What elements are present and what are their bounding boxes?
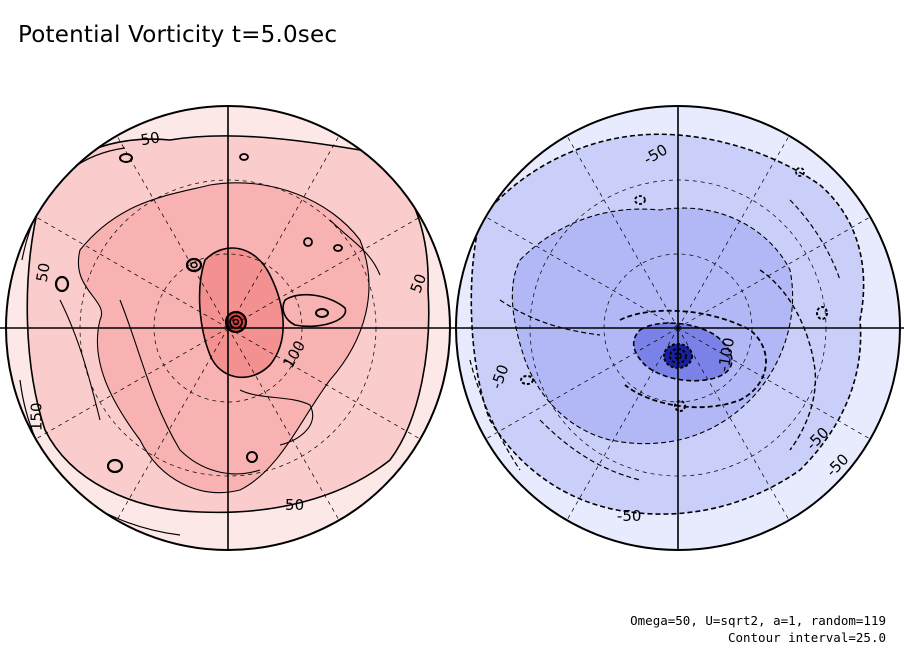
north-contour-label: 50 <box>407 271 430 295</box>
parameters-text: Omega=50, U=sqrt2, a=1, random=119 <box>630 613 886 628</box>
axis-lines <box>0 106 904 550</box>
contour-interval-text: Contour interval=25.0 <box>727 630 886 645</box>
north-vortices <box>54 153 343 474</box>
north-fill-peak <box>226 312 246 332</box>
south-contour-label: 0 <box>472 190 492 207</box>
south-contour-label: -50 <box>617 507 642 525</box>
north-contour-label: 150 <box>28 402 46 431</box>
north-contour-label: 50 <box>285 496 304 514</box>
south-contours <box>469 133 865 515</box>
north-contour-label: 50 <box>33 261 54 283</box>
footer-info: Omega=50, U=sqrt2, a=1, random=119 Conto… <box>630 612 886 646</box>
plot-title: Potential Vorticity t=5.0sec <box>18 22 338 48</box>
north-contour-label: 50 <box>139 128 161 149</box>
south-contour-label: -100 <box>715 336 739 373</box>
